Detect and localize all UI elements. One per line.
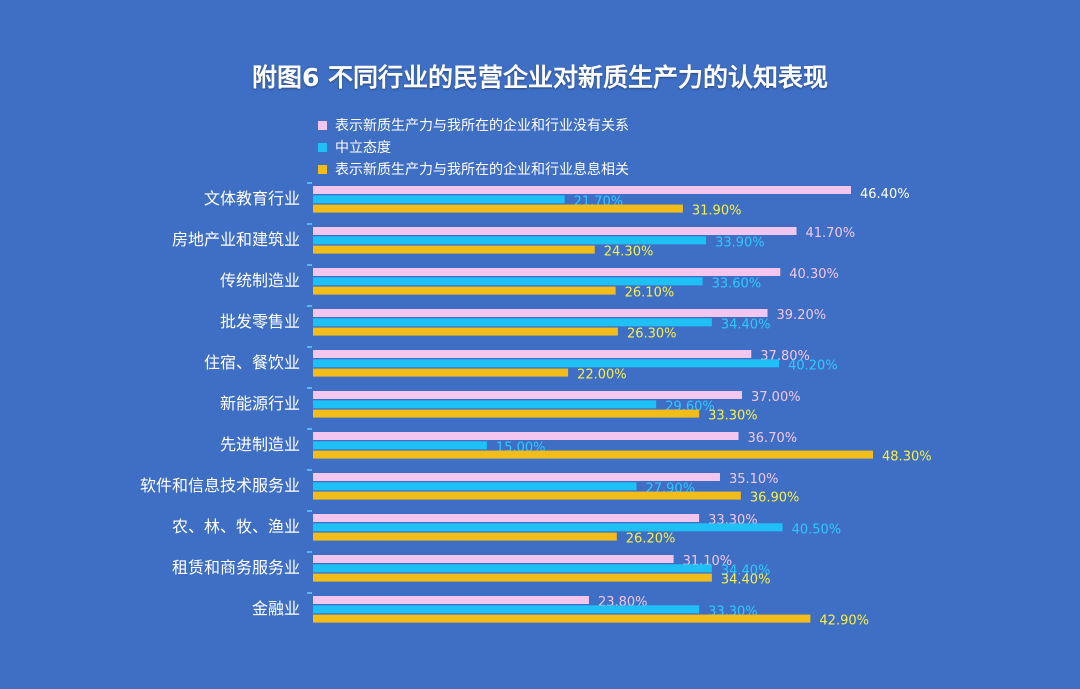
data-label-neutral: 34.40% [721, 563, 771, 578]
data-label-related: 22.00% [577, 368, 627, 383]
bar-related [313, 573, 712, 582]
legend-swatch-neutral [318, 142, 327, 152]
category-label: 文体教育行业 [204, 189, 300, 208]
data-label-related: 48.30% [882, 450, 932, 465]
data-label-neutral: 40.50% [792, 522, 842, 537]
bar-related [313, 204, 683, 213]
bar-related [313, 327, 618, 336]
data-label-related: 34.40% [721, 573, 771, 588]
data-label-neutral: 33.90% [715, 235, 765, 250]
chart-title: 附图6 不同行业的民营企业对新质生产力的认知表现 [251, 63, 829, 92]
data-label-related: 33.30% [708, 409, 758, 424]
bar-neutral [313, 605, 700, 614]
bar-neutral [313, 564, 712, 573]
bar-unrelated [313, 350, 752, 358]
legend-label-related: 表示新质生产力与我所在的企业和行业息息相关 [335, 162, 629, 178]
bar-neutral [313, 195, 565, 204]
legend-item-unrelated: 表示新质生产力与我所在的企业和行业没有关系 [318, 114, 629, 136]
data-label-related: 24.30% [604, 245, 654, 260]
category-label: 租赁和商务服务业 [172, 558, 300, 577]
bar-unrelated [313, 309, 768, 317]
data-label-related: 26.20% [626, 532, 676, 547]
bar-related [313, 614, 811, 623]
bar-related [313, 368, 569, 377]
bar-unrelated [313, 268, 781, 276]
category-label: 农、林、牧、渔业 [172, 517, 300, 536]
data-label-related: 26.30% [627, 327, 677, 342]
bar-related [313, 532, 617, 541]
data-label-neutral: 34.40% [721, 317, 771, 332]
bar-related [313, 409, 700, 418]
category-label: 软件和信息技术服务业 [140, 476, 300, 495]
legend-label-neutral: 中立态度 [335, 140, 391, 156]
category-label: 批发零售业 [220, 312, 300, 331]
data-label-unrelated: 36.70% [748, 431, 798, 446]
bar-neutral [313, 318, 712, 327]
bar-neutral [313, 236, 707, 245]
data-label-unrelated: 35.10% [729, 472, 779, 487]
data-label-related: 36.90% [750, 491, 800, 506]
bar-chart: 文体教育行业 46.40%21.70%31.90%房地产业和建筑业 41.70%33… [140, 179, 932, 631]
legend-label-unrelated: 表示新质生产力与我所在的企业和行业没有关系 [335, 118, 629, 134]
bar-unrelated [313, 391, 743, 399]
bar-unrelated [313, 473, 720, 481]
bar-unrelated [313, 555, 674, 563]
data-label-related: 42.90% [819, 614, 869, 629]
bar-neutral [313, 441, 487, 450]
bar-unrelated [313, 432, 739, 440]
bar-unrelated [313, 186, 851, 194]
data-label-unrelated: 39.20% [777, 308, 827, 323]
legend: 表示新质生产力与我所在的企业和行业没有关系 中立态度 表示新质生产力与我所在的企… [318, 114, 629, 180]
legend-item-related: 表示新质生产力与我所在的企业和行业息息相关 [318, 158, 629, 180]
bar-neutral [313, 523, 783, 532]
data-label-unrelated: 46.40% [860, 187, 910, 202]
legend-swatch-unrelated [318, 120, 327, 130]
category-label: 先进制造业 [220, 435, 300, 454]
bar-related [313, 491, 741, 500]
bar-neutral [313, 359, 780, 368]
bar-related [313, 450, 874, 459]
category-label: 新能源行业 [220, 394, 300, 413]
bar-related [313, 245, 595, 254]
category-label: 传统制造业 [220, 271, 300, 290]
legend-item-neutral: 中立态度 [318, 136, 629, 158]
data-label-related: 31.90% [692, 204, 742, 219]
category-label: 金融业 [252, 599, 300, 618]
data-label-neutral: 33.60% [712, 276, 762, 291]
bar-neutral [313, 482, 637, 491]
bar-unrelated [313, 227, 797, 235]
data-label-unrelated: 37.00% [751, 390, 801, 405]
bar-neutral [313, 277, 703, 286]
data-label-unrelated: 40.30% [789, 267, 839, 282]
bar-unrelated [313, 514, 700, 522]
category-label: 房地产业和建筑业 [172, 230, 300, 249]
bar-unrelated [313, 596, 589, 604]
bar-neutral [313, 400, 657, 409]
legend-swatch-related [318, 164, 327, 174]
category-label: 住宿、餐饮业 [204, 353, 300, 372]
data-label-related: 26.10% [625, 286, 675, 301]
data-label-unrelated: 41.70% [806, 226, 856, 241]
bar-related [313, 286, 616, 295]
data-label-neutral: 40.20% [788, 358, 838, 373]
